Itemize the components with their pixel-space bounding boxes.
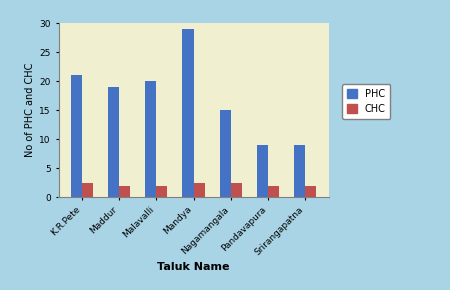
Bar: [71, 75, 82, 197]
Bar: [108, 87, 119, 197]
Bar: [294, 145, 305, 197]
Bar: [82, 183, 93, 197]
Bar: [305, 186, 316, 197]
Bar: [119, 186, 130, 197]
Bar: [194, 183, 205, 197]
Y-axis label: No of PHC and CHC: No of PHC and CHC: [25, 63, 35, 157]
X-axis label: Taluk Name: Taluk Name: [157, 262, 230, 272]
Bar: [182, 29, 194, 197]
Bar: [231, 183, 242, 197]
Legend: PHC, CHC: PHC, CHC: [342, 84, 391, 119]
Bar: [156, 186, 167, 197]
Bar: [268, 186, 279, 197]
Bar: [145, 81, 156, 197]
Bar: [220, 110, 231, 197]
Bar: [256, 145, 268, 197]
